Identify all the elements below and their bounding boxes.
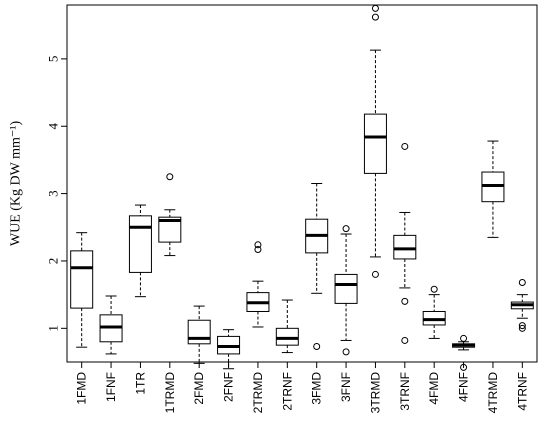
x-tick-label: 4FMD: [427, 372, 441, 405]
x-tick-label: 2TRMD: [251, 372, 265, 414]
plot-border: [66, 4, 538, 363]
x-tick-label: 1TRMD: [163, 372, 177, 414]
outlier-point: [313, 343, 321, 351]
x-tick-label: 4TRMD: [486, 372, 500, 414]
boxes: [70, 4, 534, 371]
box-group: [275, 299, 299, 354]
box-iqr: [158, 216, 182, 243]
y-axis: 1 2 3 4 5: [46, 56, 67, 332]
box-group: [363, 4, 387, 278]
box-group: [128, 204, 152, 298]
box-group: [422, 285, 446, 339]
y-axis-label: WUE (Kg DW mm⁻¹): [9, 121, 24, 247]
x-tick-label: 4TRNF: [515, 372, 529, 411]
outlier-point: [518, 324, 526, 332]
box-iqr: [363, 113, 387, 174]
box-group: [246, 241, 270, 328]
box-group: [510, 279, 534, 332]
outlier-point: [401, 297, 409, 305]
x-tick-label: 2TRNF: [280, 372, 294, 411]
x-tick-label: 3FMD: [310, 372, 324, 405]
box-iqr: [187, 319, 211, 345]
outlier-point: [166, 173, 174, 181]
outlier-point: [342, 348, 350, 356]
box-group: [187, 305, 211, 364]
outlier-point: [460, 363, 468, 371]
x-tick-label: 3FNF: [339, 372, 353, 402]
outlier-point: [518, 322, 526, 330]
box-iqr: [393, 234, 417, 260]
box-iqr: [275, 327, 299, 346]
outlier-point: [371, 4, 379, 12]
box-iqr: [128, 215, 152, 273]
x-tick-label: 4FNF: [457, 372, 471, 402]
box-group: [481, 140, 505, 238]
box-group: [334, 225, 358, 356]
x-tick-label: 3TRMD: [368, 372, 382, 414]
y-tick-label: 1: [46, 325, 61, 332]
outlier-point: [401, 142, 409, 150]
x-tick-label: 1FNF: [104, 372, 118, 402]
x-tick-label: 1FMD: [75, 372, 89, 405]
outlier-point: [460, 334, 468, 342]
box-group: [305, 183, 329, 351]
box-group: [158, 173, 182, 257]
outlier-point: [254, 241, 262, 249]
box-iqr: [334, 273, 358, 304]
x-tick-label: 2FNF: [222, 372, 236, 402]
y-tick-label: 5: [46, 56, 61, 63]
y-tick-label: 4: [46, 122, 61, 129]
y-tick-label: 2: [46, 258, 61, 265]
x-tick-label: 1TR: [133, 372, 147, 395]
x-tick-label: 3TRNF: [398, 372, 412, 411]
outlier-point: [518, 279, 526, 287]
y-tick-label: 3: [46, 190, 61, 197]
outlier-point: [430, 285, 438, 293]
outlier-point: [342, 225, 350, 233]
outlier-point: [371, 270, 379, 278]
box-group: [70, 232, 94, 348]
outlier-point: [254, 246, 262, 254]
box-group: [393, 142, 417, 344]
outlier-point: [371, 13, 379, 21]
box-group: [217, 329, 241, 370]
box-group: [452, 334, 476, 371]
plot-frame: [66, 4, 538, 363]
x-axis: 1FMD 1FNF 1TR 1TRMD 2FMD 2FNF 2TRMD 2TRNF 3FMD 3F…: [75, 362, 529, 414]
outlier-point: [401, 336, 409, 344]
x-tick-label: 2FMD: [192, 372, 206, 405]
box-iqr: [70, 250, 94, 309]
box-group: [99, 295, 123, 355]
